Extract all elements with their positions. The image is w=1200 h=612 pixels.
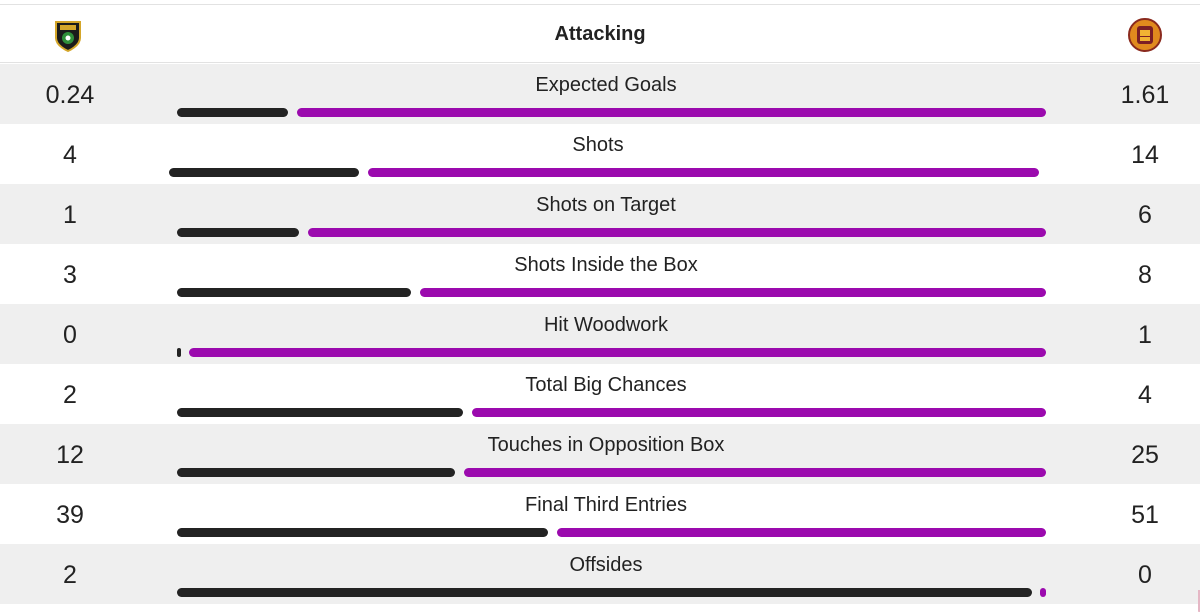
away-bar — [189, 348, 1046, 357]
stat-label: Final Third Entries — [525, 494, 687, 516]
stat-row-shots: 4 Shots 14 — [0, 124, 1200, 184]
home-bar — [169, 168, 359, 177]
stat-row-offsides: 2 Offsides 0 — [0, 544, 1200, 604]
stat-label: Shots Inside the Box — [514, 254, 698, 276]
home-bar — [177, 588, 1032, 597]
home-value: 3 — [63, 261, 77, 289]
away-value: 14 — [1131, 141, 1159, 169]
stat-label: Touches in Opposition Box — [487, 434, 725, 456]
home-value: 4 — [63, 141, 77, 169]
home-bar — [177, 228, 299, 237]
away-bar — [297, 108, 1046, 117]
stat-row-shots-inside-box: 3 Shots Inside the Box 8 — [0, 244, 1200, 304]
away-bar — [368, 168, 1039, 177]
stat-row-hit-woodwork: 0 Hit Woodwork 1 — [0, 304, 1200, 364]
section-header: Attacking — [0, 4, 1200, 63]
stat-label: Hit Woodwork — [543, 314, 669, 336]
away-value: 51 — [1131, 501, 1159, 529]
away-value: 1.61 — [1120, 81, 1170, 109]
away-bar — [1040, 588, 1046, 597]
stats-list: 0.24 Expected Goals 1.61 4 Shots 14 1 Sh… — [0, 64, 1200, 604]
home-value: 2 — [63, 561, 77, 589]
away-value: 1 — [1138, 321, 1152, 349]
away-bar — [472, 408, 1046, 417]
home-value: 1 — [63, 201, 77, 229]
section-title: Attacking — [554, 23, 646, 45]
home-value: 0 — [63, 321, 77, 349]
away-value: 25 — [1131, 441, 1159, 469]
home-bar — [177, 288, 411, 297]
away-bar — [464, 468, 1046, 477]
stat-row-touches-in-opposition-box: 12 Touches in Opposition Box 25 — [0, 424, 1200, 484]
corner-decoration — [1184, 590, 1200, 612]
away-value: 4 — [1138, 381, 1152, 409]
stat-row-total-big-chances: 2 Total Big Chances 4 — [0, 364, 1200, 424]
away-bar — [557, 528, 1046, 537]
home-value: 39 — [56, 501, 84, 529]
home-value: 12 — [56, 441, 84, 469]
away-value: 0 — [1138, 561, 1152, 589]
stat-row-final-third-entries: 39 Final Third Entries 51 — [0, 484, 1200, 544]
away-bar — [420, 288, 1046, 297]
stat-row-expected-goals: 0.24 Expected Goals 1.61 — [0, 64, 1200, 124]
away-bar — [308, 228, 1046, 237]
home-bar — [177, 108, 288, 117]
home-bar — [177, 348, 181, 357]
stat-label: Expected Goals — [535, 74, 677, 96]
home-bar — [177, 408, 463, 417]
home-team-crest-icon[interactable] — [54, 20, 82, 52]
home-bar — [177, 528, 548, 537]
stat-row-shots-on-target: 1 Shots on Target 6 — [0, 184, 1200, 244]
away-value: 6 — [1138, 201, 1152, 229]
stat-label: Offsides — [569, 554, 643, 576]
home-bar — [177, 468, 455, 477]
away-team-crest-icon[interactable] — [1128, 18, 1162, 52]
stat-label: Total Big Chances — [525, 374, 687, 396]
stat-label: Shots — [572, 134, 624, 156]
home-value: 0.24 — [45, 81, 95, 109]
stat-label: Shots on Target — [536, 194, 676, 216]
away-value: 8 — [1138, 261, 1152, 289]
home-value: 2 — [63, 381, 77, 409]
